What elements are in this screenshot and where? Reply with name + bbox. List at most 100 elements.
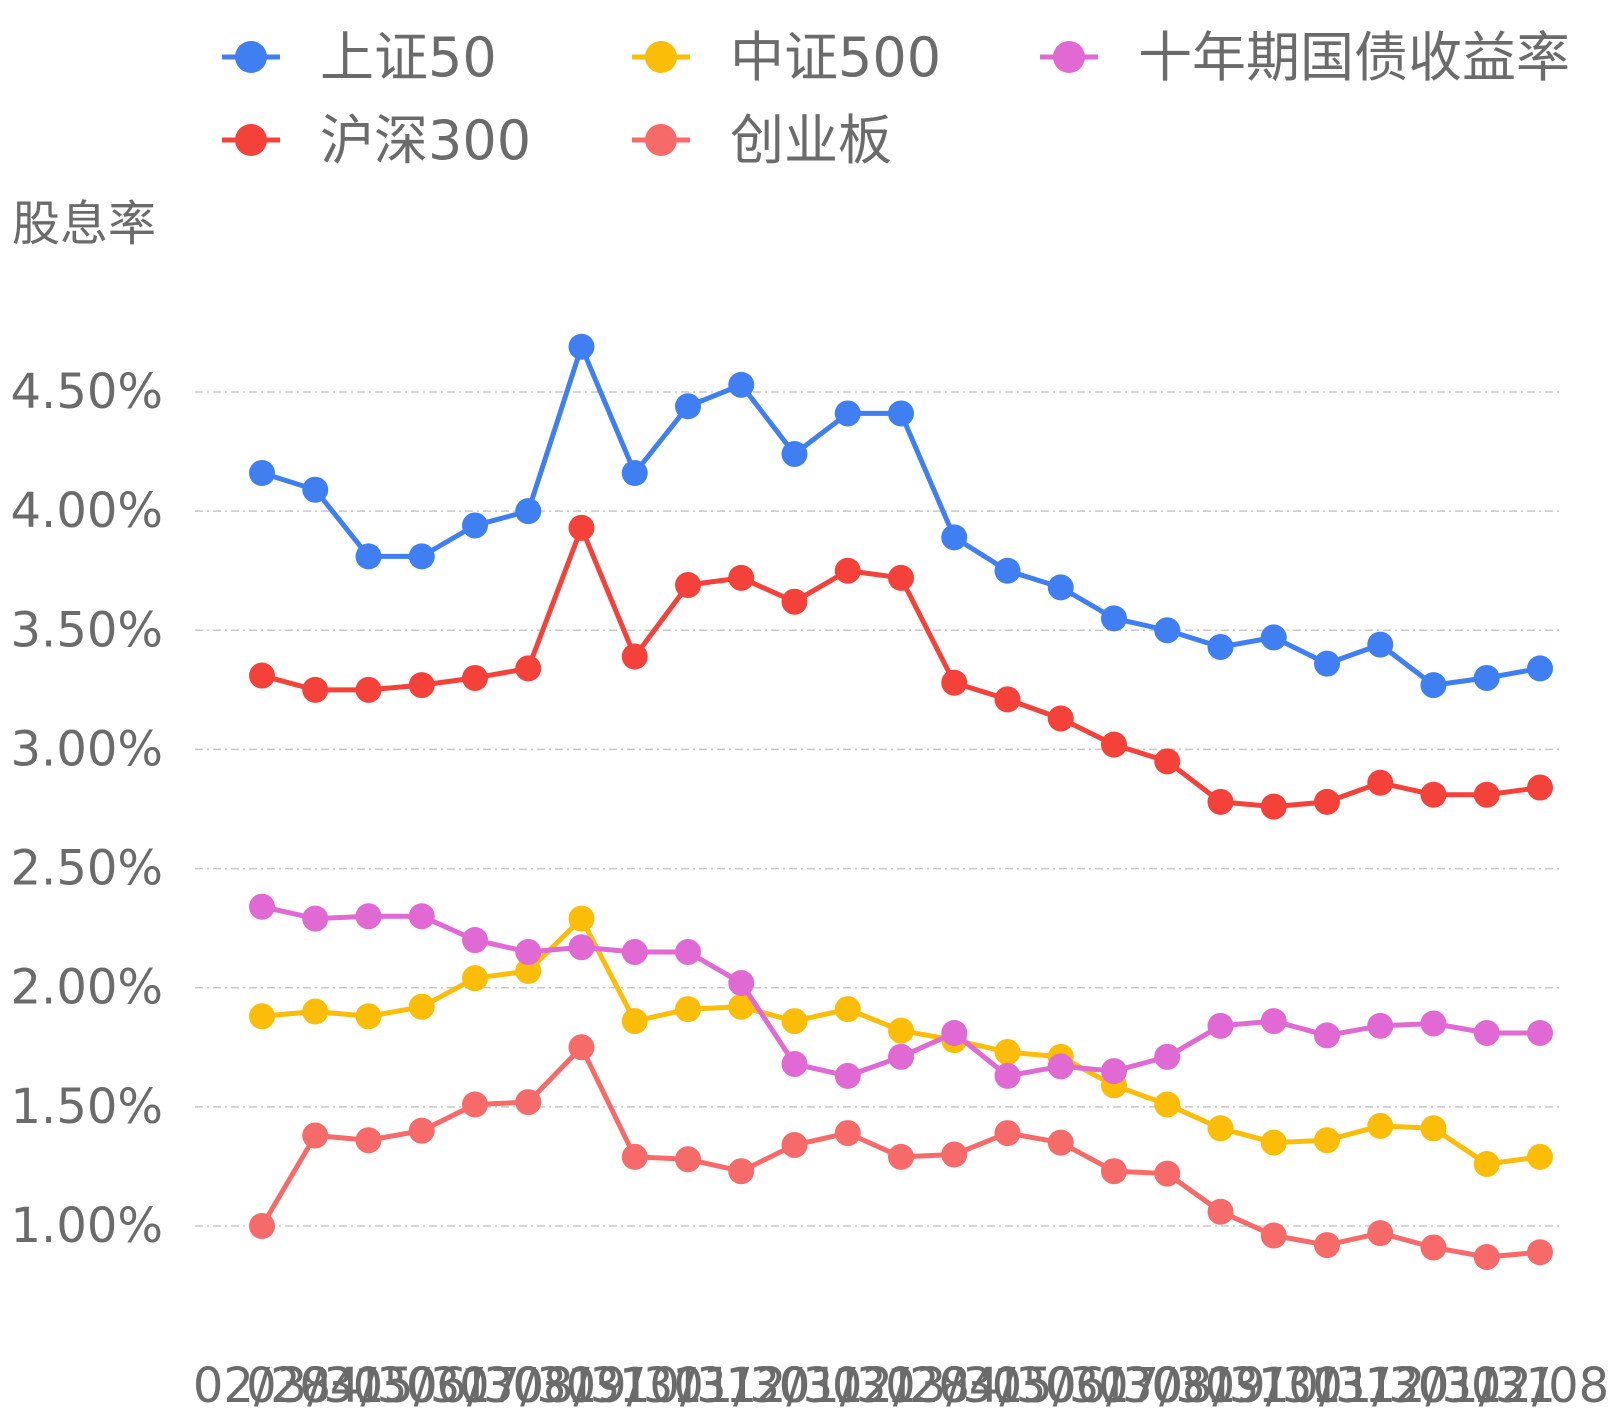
data-point[interactable]: [568, 333, 595, 360]
data-point[interactable]: [1420, 1115, 1447, 1142]
data-point[interactable]: [355, 903, 382, 930]
data-point[interactable]: [568, 934, 595, 961]
data-point[interactable]: [888, 400, 914, 427]
data-point[interactable]: [1420, 672, 1447, 699]
data-point[interactable]: [1260, 1222, 1287, 1249]
data-point[interactable]: [1047, 574, 1074, 601]
data-point[interactable]: [355, 1127, 382, 1154]
data-point[interactable]: [888, 1143, 914, 1170]
data-point[interactable]: [1314, 1232, 1340, 1259]
data-point[interactable]: [302, 905, 329, 932]
data-point[interactable]: [515, 938, 542, 965]
data-point[interactable]: [1473, 781, 1500, 808]
data-point[interactable]: [1260, 793, 1287, 820]
data-point[interactable]: [408, 993, 435, 1020]
data-point[interactable]: [1101, 1058, 1127, 1085]
data-point[interactable]: [621, 1143, 648, 1170]
data-point[interactable]: [568, 905, 595, 932]
data-point[interactable]: [1154, 1160, 1181, 1187]
data-point[interactable]: [249, 662, 275, 689]
data-point[interactable]: [462, 512, 488, 539]
data-point[interactable]: [834, 996, 861, 1023]
data-point[interactable]: [462, 664, 488, 691]
data-point[interactable]: [941, 669, 968, 696]
data-point[interactable]: [994, 1062, 1021, 1089]
data-point[interactable]: [515, 655, 542, 682]
data-point[interactable]: [728, 969, 755, 996]
data-point[interactable]: [781, 1008, 808, 1035]
data-point[interactable]: [1420, 781, 1447, 808]
data-point[interactable]: [1101, 605, 1127, 632]
data-point[interactable]: [1367, 1112, 1394, 1139]
data-point[interactable]: [1047, 705, 1074, 732]
data-point[interactable]: [621, 643, 648, 670]
data-point[interactable]: [1527, 655, 1553, 682]
data-point[interactable]: [355, 543, 382, 570]
data-point[interactable]: [728, 993, 755, 1020]
data-point[interactable]: [1473, 664, 1500, 691]
legend-item[interactable]: 上证50: [222, 26, 497, 89]
data-point[interactable]: [675, 393, 701, 420]
data-point[interactable]: [994, 1039, 1021, 1066]
legend-item[interactable]: 创业板: [632, 109, 892, 172]
data-point[interactable]: [408, 672, 435, 699]
data-point[interactable]: [781, 440, 808, 467]
data-point[interactable]: [249, 460, 275, 487]
data-point[interactable]: [1420, 1010, 1447, 1037]
data-point[interactable]: [1260, 1008, 1287, 1035]
legend-item[interactable]: 沪深300: [222, 109, 531, 172]
data-point[interactable]: [834, 557, 861, 584]
data-point[interactable]: [888, 1017, 914, 1044]
data-point[interactable]: [1154, 617, 1181, 644]
data-point[interactable]: [249, 893, 275, 920]
data-point[interactable]: [834, 400, 861, 427]
data-point[interactable]: [1527, 1239, 1553, 1266]
data-point[interactable]: [1314, 1127, 1340, 1154]
data-point[interactable]: [1207, 1115, 1234, 1142]
data-point[interactable]: [781, 1050, 808, 1077]
data-point[interactable]: [355, 676, 382, 703]
data-point[interactable]: [941, 524, 968, 551]
data-point[interactable]: [1101, 1158, 1127, 1185]
data-point[interactable]: [1154, 1091, 1181, 1118]
data-point[interactable]: [994, 1120, 1021, 1147]
data-point[interactable]: [515, 1089, 542, 1116]
data-point[interactable]: [302, 1122, 329, 1149]
data-point[interactable]: [1473, 1243, 1500, 1270]
data-point[interactable]: [1527, 774, 1553, 801]
data-point[interactable]: [1207, 1012, 1234, 1039]
data-point[interactable]: [302, 998, 329, 1025]
data-point[interactable]: [675, 1146, 701, 1173]
data-point[interactable]: [462, 927, 488, 954]
data-point[interactable]: [1260, 1129, 1287, 1156]
data-point[interactable]: [621, 460, 648, 487]
data-point[interactable]: [728, 371, 755, 398]
data-point[interactable]: [941, 1141, 968, 1168]
data-point[interactable]: [1207, 633, 1234, 660]
data-point[interactable]: [1367, 631, 1394, 658]
data-point[interactable]: [888, 564, 914, 591]
data-point[interactable]: [834, 1120, 861, 1147]
data-point[interactable]: [515, 958, 542, 985]
data-point[interactable]: [781, 588, 808, 615]
data-point[interactable]: [675, 938, 701, 965]
data-point[interactable]: [834, 1062, 861, 1089]
data-point[interactable]: [302, 676, 329, 703]
data-point[interactable]: [462, 965, 488, 992]
data-point[interactable]: [1314, 650, 1340, 677]
data-point[interactable]: [1154, 1043, 1181, 1070]
data-point[interactable]: [1207, 788, 1234, 815]
data-point[interactable]: [675, 996, 701, 1023]
data-point[interactable]: [1367, 769, 1394, 796]
data-point[interactable]: [1047, 1053, 1074, 1080]
data-point[interactable]: [728, 564, 755, 591]
data-point[interactable]: [675, 572, 701, 599]
data-point[interactable]: [621, 938, 648, 965]
data-point[interactable]: [1473, 1151, 1500, 1178]
data-point[interactable]: [1154, 748, 1181, 775]
data-point[interactable]: [1314, 1022, 1340, 1049]
data-point[interactable]: [249, 1213, 275, 1239]
data-point[interactable]: [249, 1003, 275, 1030]
data-point[interactable]: [1527, 1019, 1553, 1046]
data-point[interactable]: [1473, 1019, 1500, 1046]
